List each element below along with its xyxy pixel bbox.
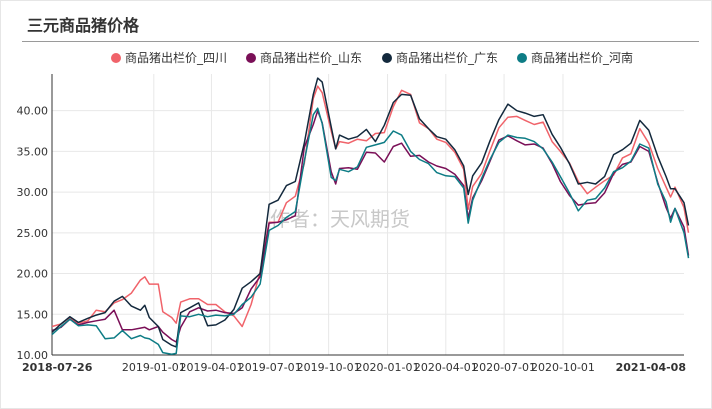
legend-label-1[interactable]: 商品猪出栏价_四川 xyxy=(125,50,227,65)
y-tick-label: 30.00 xyxy=(17,186,49,199)
x-tick-label: 2021-04-08 xyxy=(616,361,686,374)
chart-title: 三元商品猪价格 xyxy=(27,16,140,35)
legend-marker-1[interactable] xyxy=(111,53,121,63)
legend: 商品猪出栏价_四川 商品猪出栏价_山东 商品猪出栏价_广东 商品猪出栏价_河南 xyxy=(111,50,633,65)
legend-marker-2[interactable] xyxy=(246,53,256,63)
x-tick-label: 2019-04-01 xyxy=(179,361,243,374)
axes xyxy=(51,74,684,356)
x-tick-label: 2020-01-01 xyxy=(356,361,420,374)
watermark-text: 作者：天风期货 xyxy=(270,207,410,231)
series-line-3 xyxy=(51,77,690,348)
x-tick-label: 2020-10-01 xyxy=(531,361,595,374)
series-line-4 xyxy=(51,107,690,355)
series-lines xyxy=(51,77,690,355)
title-divider xyxy=(22,41,699,42)
x-axis-ticks: 2018-07-26 2019-01-012019-04-012019-07-01… xyxy=(22,361,686,374)
x-tick-label: 2019-01-01 xyxy=(122,361,186,374)
y-tick-label: 40.00 xyxy=(17,105,49,118)
y-tick-label: 25.00 xyxy=(17,227,49,240)
y-tick-label: 15.00 xyxy=(17,308,49,321)
y-axis-ticks: 10.00 15.00 20.00 25.00 30.00 35.00 40.00 xyxy=(17,105,49,362)
x-tick-label: 2019-10-01 xyxy=(297,361,361,374)
y-tick-label: 10.00 xyxy=(17,349,49,362)
x-tick-label: 2020-04-01 xyxy=(414,361,478,374)
legend-label-3[interactable]: 商品猪出栏价_广东 xyxy=(396,50,498,65)
y-tick-label: 35.00 xyxy=(17,145,49,158)
legend-marker-3[interactable] xyxy=(382,53,392,63)
x-tick-label: 2020-07-01 xyxy=(472,361,536,374)
x-tick-label: 2018-07-26 xyxy=(22,361,93,374)
series-line-1 xyxy=(51,85,690,328)
legend-marker-4[interactable] xyxy=(517,53,527,63)
y-tick-label: 20.00 xyxy=(17,268,49,281)
legend-label-4[interactable]: 商品猪出栏价_河南 xyxy=(531,50,633,65)
x-tick-label: 2019-07-01 xyxy=(238,361,302,374)
legend-label-2[interactable]: 商品猪出栏价_山东 xyxy=(260,50,362,65)
